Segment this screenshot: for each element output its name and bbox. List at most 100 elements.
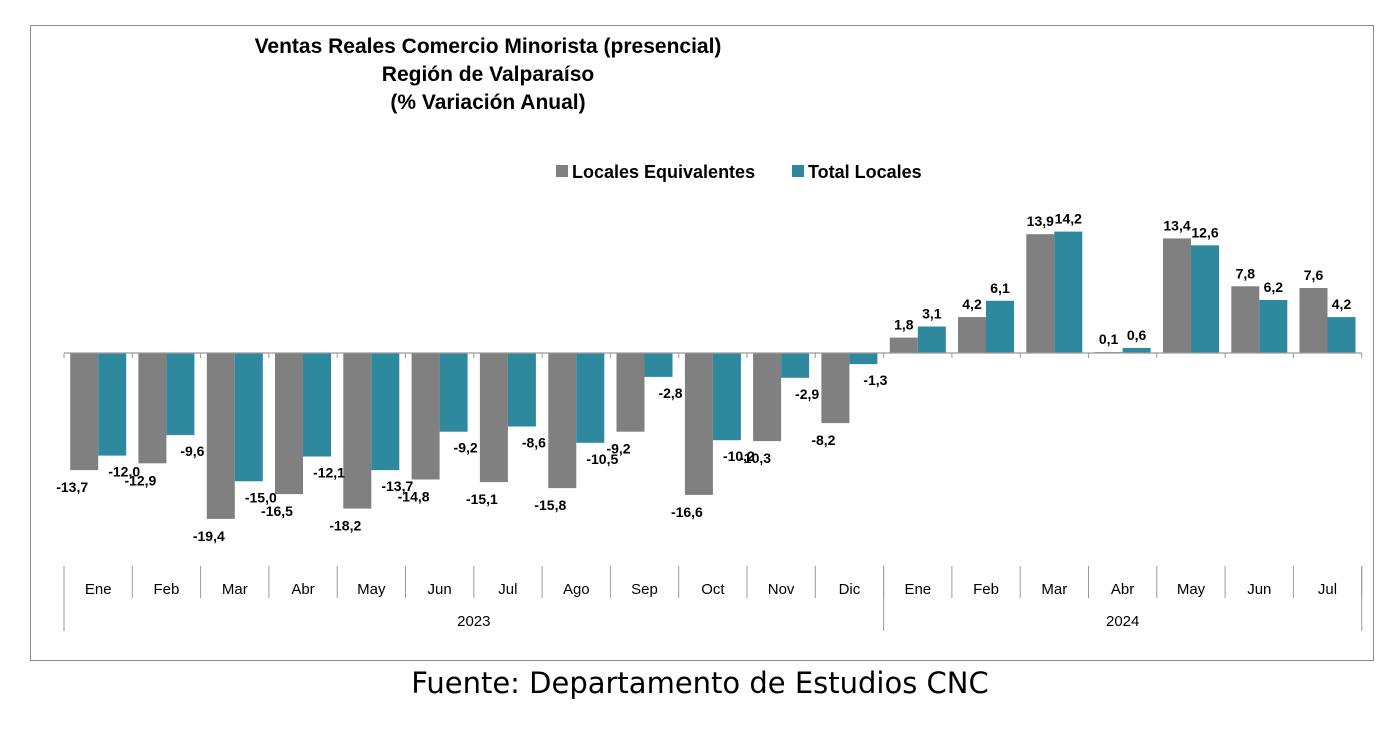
bar-total-locales-7: [576, 353, 605, 443]
data-label-total-locales-15: 0,6: [1127, 327, 1147, 343]
chart-frame: Ventas Reales Comercio Minorista (presen…: [30, 25, 1374, 661]
data-label-total-locales-12: 3,1: [922, 306, 942, 322]
data-label-total-locales-4: -13,7: [381, 478, 413, 494]
data-label-total-locales-2: -15,0: [245, 489, 277, 505]
data-label-locales-equivalentes-8: -9,2: [606, 441, 630, 457]
bar-total-locales-9: [712, 353, 741, 441]
bar-locales-equivalentes-8: [616, 353, 645, 432]
bar-total-locales-3: [303, 353, 331, 457]
bar-total-locales-17: [1259, 300, 1288, 353]
x-tick-label-11: Dic: [839, 581, 861, 598]
legend-swatch-locales-equivalentes: [556, 165, 568, 177]
x-tick-label-8: Sep: [631, 581, 658, 598]
bar-locales-equivalentes-4: [343, 353, 372, 509]
x-tick-label-10: Nov: [768, 581, 795, 598]
x-tick-label-13: Feb: [973, 581, 999, 598]
bar-total-locales-2: [234, 353, 263, 482]
x-tick-label-9: Oct: [701, 581, 725, 598]
bar-total-locales-13: [986, 300, 1014, 353]
data-label-total-locales-14: 14,2: [1055, 211, 1082, 227]
bar-locales-equivalentes-11: [821, 353, 850, 424]
chart-title: Ventas Reales Comercio Minorista (presen…: [255, 35, 722, 114]
data-label-locales-equivalentes-16: 13,4: [1163, 217, 1190, 233]
data-label-total-locales-6: -8,6: [522, 435, 546, 451]
data-label-locales-equivalentes-17: 7,8: [1236, 265, 1256, 281]
x-tick-label-4: May: [357, 581, 386, 598]
bar-total-locales-14: [1054, 231, 1083, 353]
bar-total-locales-1: [166, 353, 195, 436]
bar-total-locales-6: [507, 353, 536, 427]
bar-locales-equivalentes-18: [1299, 288, 1328, 353]
x-tick-label-7: Ago: [563, 581, 590, 598]
source-note: Fuente: Departamento de Estudios CNC: [411, 666, 989, 700]
data-label-total-locales-3: -12,1: [313, 465, 345, 481]
data-label-total-locales-9: -10,2: [723, 448, 755, 464]
data-label-locales-equivalentes-2: -19,4: [193, 528, 225, 544]
data-label-locales-equivalentes-4: -18,2: [329, 518, 361, 534]
chart-svg: Ventas Reales Comercio Minorista (presen…: [56, 35, 1363, 631]
data-label-locales-equivalentes-9: -16,6: [671, 504, 703, 520]
bars-layer: [70, 231, 1356, 519]
bar-total-locales-11: [849, 353, 878, 365]
bar-total-locales-10: [781, 353, 810, 378]
data-label-total-locales-1: -9,6: [180, 443, 204, 459]
x-tick-label-17: Jun: [1247, 581, 1271, 598]
x-group-label-2024: 2024: [1106, 613, 1139, 630]
x-tick-label-2: Mar: [222, 581, 248, 598]
bar-locales-equivalentes-16: [1163, 238, 1191, 353]
x-tick-label-0: Ene: [85, 581, 112, 598]
x-tick-label-18: Jul: [1318, 581, 1337, 598]
bar-locales-equivalentes-17: [1231, 286, 1260, 353]
data-label-locales-equivalentes-5: -14,8: [398, 489, 430, 505]
data-label-total-locales-17: 6,2: [1264, 279, 1284, 295]
bar-locales-equivalentes-10: [753, 353, 782, 442]
data-label-locales-equivalentes-18: 7,6: [1304, 267, 1324, 283]
bar-locales-equivalentes-14: [1026, 234, 1055, 353]
data-label-total-locales-8: -2,8: [658, 385, 682, 401]
data-label-total-locales-18: 4,2: [1332, 296, 1352, 312]
bar-total-locales-4: [371, 353, 400, 471]
data-label-total-locales-5: -9,2: [454, 440, 478, 456]
x-group-label-2023: 2023: [457, 613, 490, 630]
bar-total-locales-5: [439, 353, 468, 432]
legend-swatch-total-locales: [792, 165, 804, 177]
data-label-locales-equivalentes-13: 4,2: [962, 296, 982, 312]
bar-locales-equivalentes-1: [138, 353, 167, 464]
bar-locales-equivalentes-5: [411, 353, 440, 480]
chart-title-line-1: Ventas Reales Comercio Minorista (presen…: [255, 35, 722, 58]
x-tick-label-6: Jul: [498, 581, 517, 598]
data-label-total-locales-7: -10,5: [586, 451, 618, 467]
data-label-total-locales-11: -1,3: [863, 372, 887, 388]
data-label-locales-equivalentes-6: -15,1: [466, 491, 498, 507]
legend-label-total-locales: Total Locales: [808, 162, 922, 182]
bar-locales-equivalentes-6: [479, 353, 508, 483]
data-labels-layer: -13,7 -12,0-12,9 -9,6 -19,4 -15,0-16,5 -12,1 -…: [56, 211, 1351, 544]
data-label-total-locales-10: -2,9: [795, 386, 819, 402]
data-label-total-locales-16: 12,6: [1191, 224, 1218, 240]
bar-locales-equivalentes-0: [70, 353, 99, 471]
x-tick-label-15: Abr: [1111, 581, 1134, 598]
data-label-locales-equivalentes-7: -15,8: [534, 497, 566, 513]
bar-locales-equivalentes-3: [275, 353, 303, 495]
bar-total-locales-8: [644, 353, 673, 377]
data-label-locales-equivalentes-11: -8,2: [811, 432, 835, 448]
data-label-locales-equivalentes-3: -16,5: [261, 503, 293, 519]
data-label-locales-equivalentes-1: -12,9: [124, 472, 156, 488]
bar-total-locales-15: [1122, 347, 1151, 353]
data-label-locales-equivalentes-0: -13,7: [56, 479, 88, 495]
data-label-locales-equivalentes-10: -10,3: [739, 450, 771, 466]
data-label-locales-equivalentes-12: 1,8: [894, 317, 914, 333]
x-tick-label-16: May: [1177, 581, 1206, 598]
bar-locales-equivalentes-13: [958, 317, 986, 353]
x-tick-label-12: Ene: [904, 581, 931, 598]
x-tick-label-14: Mar: [1041, 581, 1067, 598]
data-label-total-locales-0: -12,0: [108, 464, 140, 480]
data-label-locales-equivalentes-15: 0,1: [1099, 331, 1119, 347]
bar-locales-equivalentes-7: [548, 353, 577, 489]
legend: Locales Equivalentes Total Locales: [556, 162, 922, 182]
data-label-total-locales-13: 6,1: [990, 280, 1010, 296]
bar-total-locales-12: [917, 326, 946, 353]
bar-locales-equivalentes-9: [684, 353, 713, 495]
x-tick-label-3: Abr: [291, 581, 314, 598]
chart-title-line-2: Región de Valparaíso: [382, 63, 594, 86]
